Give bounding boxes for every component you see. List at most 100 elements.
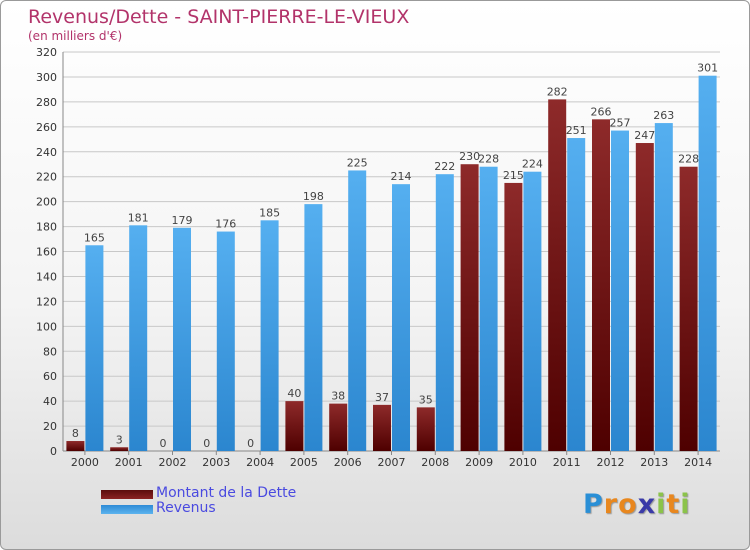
x-tick-label: 2003	[202, 456, 230, 469]
data-label-revenus: 179	[172, 214, 193, 227]
bar-dette	[635, 143, 654, 451]
x-tick-label: 2007	[378, 456, 406, 469]
bar-revenus	[129, 225, 148, 451]
bar-dette	[285, 401, 304, 451]
x-tick-label: 2002	[159, 456, 187, 469]
bar-revenus	[260, 220, 279, 451]
x-tick-label: 2008	[421, 456, 449, 469]
y-tick-label: 40	[43, 395, 57, 408]
chart-title: Revenus/Dette - SAINT-PIERRE-LE-VIEUX	[28, 6, 410, 28]
data-label-dette: 40	[287, 387, 301, 400]
x-tick-label: 2010	[509, 456, 537, 469]
bar-revenus	[348, 170, 367, 451]
y-tick-label: 320	[36, 46, 57, 59]
legend-swatch-revenus	[101, 505, 153, 514]
y-tick-label: 180	[36, 221, 57, 234]
proxiti-logo: Proxiti	[583, 489, 691, 520]
data-label-revenus: 222	[434, 160, 455, 173]
logo-letter: x	[637, 489, 657, 520]
bar-dette	[373, 404, 391, 451]
y-tick-label: 260	[36, 121, 57, 134]
bar-revenus	[173, 227, 191, 451]
bar-dette	[679, 166, 698, 451]
bar-dette	[110, 447, 129, 451]
bar-revenus	[611, 130, 629, 451]
logo-letter: t	[666, 489, 681, 520]
data-label-dette: 38	[331, 390, 345, 403]
bar-dette	[329, 403, 348, 451]
y-tick-label: 80	[43, 345, 57, 358]
data-label-dette: 3	[116, 433, 123, 446]
logo-letter: P	[583, 489, 604, 520]
logo-letter: i	[680, 489, 691, 520]
bar-revenus	[523, 171, 542, 451]
x-tick-label: 2011	[553, 456, 581, 469]
x-tick-label: 2004	[246, 456, 274, 469]
bar-revenus	[567, 138, 586, 452]
y-tick-label: 60	[43, 370, 57, 383]
data-label-revenus: 251	[566, 124, 587, 137]
data-label-revenus: 214	[391, 170, 412, 183]
bar-dette	[416, 407, 435, 451]
y-tick-label: 0	[50, 445, 57, 458]
bar-revenus	[216, 231, 235, 451]
bar-revenus	[654, 123, 673, 452]
x-tick-label: 2001	[115, 456, 143, 469]
x-tick-label: 2012	[597, 456, 625, 469]
data-label-revenus: 228	[478, 153, 499, 166]
data-label-dette: 228	[678, 153, 699, 166]
data-label-revenus: 257	[610, 117, 631, 130]
bar-dette	[548, 99, 567, 451]
data-label-revenus: 165	[84, 231, 105, 244]
legend-swatch-dette	[101, 490, 153, 499]
legend-label-revenus: Revenus	[156, 500, 216, 516]
data-label-dette: 266	[591, 105, 612, 118]
data-label-revenus: 224	[522, 158, 543, 171]
bar-revenus	[698, 75, 717, 452]
legend-label-dette: Montant de la Dette	[156, 485, 297, 501]
data-label-revenus: 181	[128, 211, 149, 224]
x-tick-label: 2006	[334, 456, 362, 469]
bar-revenus	[479, 166, 498, 451]
data-label-dette: 230	[459, 150, 480, 163]
bar-dette	[66, 441, 85, 451]
data-label-dette: 8	[72, 427, 79, 440]
data-label-revenus: 225	[347, 156, 368, 169]
y-tick-label: 20	[43, 420, 57, 433]
y-tick-label: 220	[36, 171, 57, 184]
y-tick-label: 200	[36, 196, 57, 209]
y-tick-label: 240	[36, 146, 57, 159]
bar-dette	[592, 119, 610, 452]
x-tick-label: 2013	[640, 456, 668, 469]
data-label-dette: 0	[203, 437, 210, 450]
bar-dette	[460, 164, 479, 451]
x-tick-label: 2009	[465, 456, 493, 469]
y-tick-label: 140	[36, 270, 57, 283]
x-tick-label: 2000	[71, 456, 99, 469]
logo-letter: i	[656, 489, 667, 520]
data-label-revenus: 301	[697, 62, 718, 75]
logo-letter: r	[603, 489, 619, 520]
bar-revenus	[85, 245, 104, 451]
bar-dette	[504, 182, 523, 451]
data-label-dette: 0	[247, 437, 254, 450]
bar-revenus	[392, 184, 410, 451]
data-label-dette: 37	[375, 391, 389, 404]
data-label-revenus: 176	[215, 218, 236, 231]
x-tick-label: 2005	[290, 456, 318, 469]
x-tick-label: 2014	[684, 456, 712, 469]
data-label-revenus: 198	[303, 190, 324, 203]
y-tick-label: 300	[36, 71, 57, 84]
y-tick-label: 280	[36, 96, 57, 109]
data-label-revenus: 185	[259, 206, 280, 219]
y-tick-label: 100	[36, 320, 57, 333]
data-label-dette: 0	[160, 437, 167, 450]
data-label-revenus: 263	[653, 109, 674, 122]
data-label-dette: 282	[547, 85, 568, 98]
y-tick-label: 120	[36, 295, 57, 308]
data-label-dette: 247	[634, 129, 655, 142]
chart-subtitle: (en milliers d'€)	[28, 29, 123, 43]
bar-revenus	[435, 174, 454, 451]
